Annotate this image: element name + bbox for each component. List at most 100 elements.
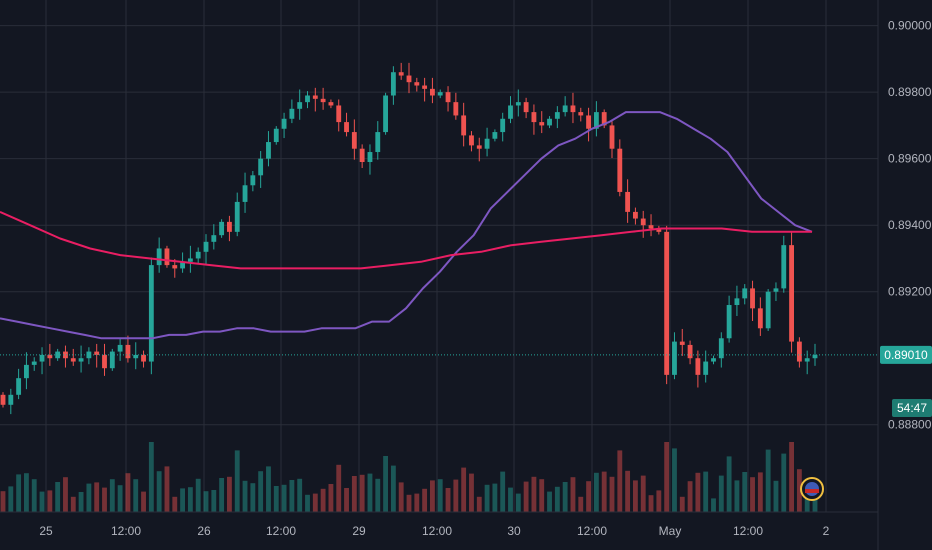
x-tick-label: 12:00	[422, 524, 452, 538]
volume-bar	[789, 442, 794, 512]
volume-bar	[445, 488, 451, 512]
candle-body	[461, 115, 467, 136]
volume-bar	[500, 471, 506, 512]
candle-body	[305, 95, 310, 103]
candle-body	[773, 288, 779, 292]
volume-bar	[726, 456, 732, 512]
candle-body	[640, 218, 646, 226]
candle-body	[679, 341, 685, 345]
candle-body	[422, 85, 428, 89]
candle-body	[258, 158, 264, 176]
y-tick-label: 0.89400	[888, 218, 932, 232]
countdown-tag: 54:47	[892, 399, 932, 417]
candle-body	[664, 231, 670, 375]
candle-body	[445, 92, 451, 103]
moving-averages	[0, 111, 813, 340]
candle-body	[492, 132, 498, 139]
x-tick-label: 30	[507, 524, 521, 538]
volume-bar	[203, 491, 209, 512]
volume-bar	[578, 496, 584, 512]
volume-bar	[47, 490, 53, 512]
candlestick-series	[0, 62, 818, 415]
candle-body	[789, 245, 794, 342]
candle-body	[39, 354, 45, 362]
candle-body	[695, 358, 701, 375]
x-tick-label: 25	[39, 524, 53, 538]
candle-body	[656, 228, 662, 232]
volume-bar	[297, 478, 303, 512]
volume-bar	[531, 476, 537, 512]
volume-bar	[367, 473, 373, 512]
volume-bar	[508, 487, 513, 512]
volume-bar	[406, 494, 412, 512]
volume-bar	[750, 477, 755, 512]
candle-body	[94, 351, 100, 355]
volume-bar	[515, 493, 521, 512]
volume-bar	[718, 475, 724, 512]
y-tick-label: 0.89800	[888, 85, 932, 99]
volume-bar	[672, 448, 677, 512]
volume-bar	[250, 483, 256, 512]
candle-body	[180, 261, 185, 269]
candle-body	[242, 185, 248, 202]
volume-bar	[461, 467, 467, 512]
candle-body	[320, 98, 326, 103]
volume-bar	[625, 470, 631, 512]
candle-body	[359, 148, 365, 163]
volume-bar	[523, 481, 529, 512]
candle-body	[570, 105, 576, 113]
volume-bar	[617, 450, 623, 512]
volume-bar	[539, 479, 545, 512]
candle-body	[0, 394, 6, 405]
candle-body	[531, 112, 537, 123]
volume-bar	[375, 478, 381, 512]
candle-body	[500, 118, 506, 133]
volume-bar	[430, 480, 435, 512]
volume-bar	[695, 472, 701, 512]
candle-body	[156, 248, 162, 266]
candle-body	[133, 354, 139, 359]
volume-bar	[109, 479, 115, 512]
candle-body	[562, 105, 568, 113]
volume-bar	[133, 479, 139, 512]
volume-bar	[187, 487, 193, 512]
volume-bar	[273, 486, 279, 512]
volume-bar	[601, 471, 607, 512]
candle-body	[390, 72, 396, 96]
volume-bar	[102, 487, 107, 512]
candle-body	[344, 122, 349, 133]
candle-body	[554, 112, 560, 119]
volume-bar	[180, 488, 185, 512]
volume-bar	[484, 484, 490, 512]
candle-body	[211, 235, 217, 242]
volume-bar	[320, 488, 326, 512]
x-tick-label: 12:00	[266, 524, 296, 538]
volume-bar	[31, 479, 37, 512]
volume-bar	[414, 493, 420, 512]
volume-bar	[593, 472, 599, 512]
candle-body	[539, 122, 545, 126]
volume-bar	[679, 496, 685, 512]
candle-body	[250, 175, 256, 186]
volume-bar	[703, 471, 709, 512]
volume-bar	[547, 491, 552, 512]
x-tick-label: 12:00	[111, 524, 141, 538]
candle-body	[515, 102, 521, 106]
candle-body	[164, 248, 170, 266]
volume-bar	[24, 473, 29, 512]
candle-body	[601, 112, 607, 126]
volume-bar	[242, 480, 248, 512]
volume-bar	[437, 479, 443, 512]
event-flag-icon[interactable]	[800, 477, 824, 501]
candle-body	[625, 191, 631, 212]
volume-bar	[312, 493, 318, 512]
candle-body	[367, 152, 373, 163]
volume-bar	[351, 476, 357, 512]
volume-bar	[422, 488, 428, 512]
candle-body	[312, 95, 318, 99]
volume-bar	[562, 482, 568, 512]
volume-bar	[328, 484, 334, 512]
candle-body	[469, 135, 474, 146]
